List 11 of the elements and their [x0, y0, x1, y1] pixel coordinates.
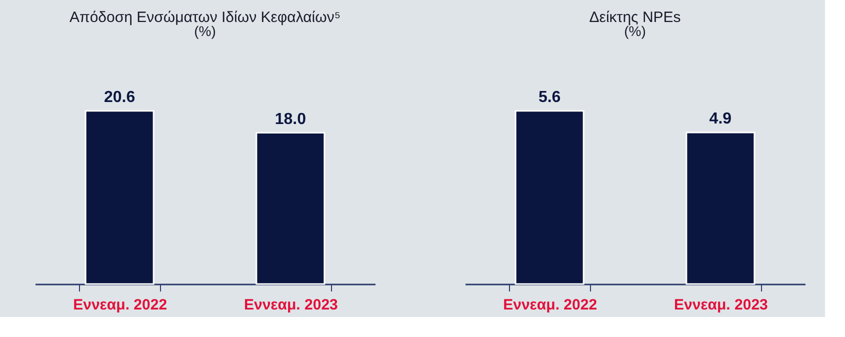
chart-title: Απόδοση Ενσώματων Ιδίων Κεφαλαίων⁵ [69, 9, 341, 26]
chart-title: Δείκτης NPEs [589, 9, 681, 26]
data-label: 18.0 [274, 110, 306, 128]
x-tick-label: Εννεαμ. 2023 [674, 296, 768, 314]
x-tick-label: Εννεαμ. 2022 [503, 296, 598, 314]
x-tick-label: Εννεαμ. 2022 [73, 296, 168, 314]
chart-subtitle: (%) [194, 23, 216, 39]
data-label: 20.6 [104, 88, 136, 106]
data-label: 5.6 [538, 88, 561, 106]
data-label: 4.9 [709, 110, 732, 128]
x-tick-label: Εννεαμ. 2023 [244, 296, 338, 314]
